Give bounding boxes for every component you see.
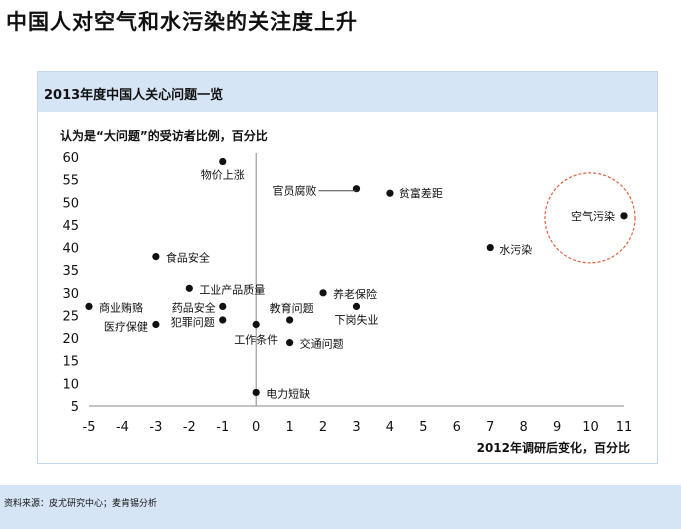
data-point — [152, 320, 160, 329]
point-label: 工业产品质量 — [199, 282, 265, 296]
x-tick-label: 11 — [616, 420, 633, 435]
data-point — [352, 185, 361, 193]
point-label: 药品安全 — [172, 300, 216, 314]
point-label: 医疗保健 — [104, 320, 148, 334]
y-tick-label: 60 — [62, 151, 79, 166]
x-tick-label: 9 — [553, 420, 561, 435]
y-tick-label: 35 — [62, 264, 79, 279]
data-point — [85, 302, 93, 310]
point-label: 贫富差距 — [399, 186, 443, 200]
data-point — [252, 388, 260, 397]
y-tick-label: 10 — [62, 377, 79, 392]
point-label: 食品安全 — [166, 251, 210, 265]
panel-title: 2013年度中国人关心问题一览 — [44, 88, 224, 103]
data-point — [219, 302, 227, 310]
x-tick-label: 10 — [582, 420, 599, 435]
x-tick-label: 0 — [252, 420, 260, 435]
data-point — [352, 302, 361, 310]
data-point — [286, 316, 294, 324]
point-label: 教育问题 — [270, 301, 314, 315]
point-label: 物价上涨 — [201, 168, 245, 182]
y-tick-label: 40 — [62, 242, 79, 257]
y-tick-label: 20 — [62, 332, 79, 347]
point-label: 电力短缺 — [266, 386, 310, 400]
data-point — [185, 284, 193, 292]
panel-header: 2013年度中国人关心问题一览 — [38, 72, 657, 112]
data-point — [219, 316, 227, 324]
point-label: 水污染 — [499, 243, 532, 257]
data-point — [219, 157, 227, 166]
chart-panel: 2013年度中国人关心问题一览 — [37, 71, 658, 464]
point-label: 养老保险 — [333, 287, 377, 301]
data-point — [319, 289, 327, 297]
point-label: 工作条件 — [234, 333, 278, 347]
point-label: 下岗失业 — [335, 313, 379, 326]
y-tick-label: 45 — [62, 219, 79, 234]
point-label: 犯罪问题 — [171, 316, 215, 329]
x-tick-label: -5 — [83, 420, 96, 435]
point-label: 官员腐败 — [273, 184, 317, 198]
x-tick-label: 5 — [419, 420, 427, 435]
y-tick-label: 5 — [71, 400, 79, 415]
data-point — [486, 243, 494, 252]
x-tick-label: 1 — [285, 420, 293, 435]
data-point — [386, 189, 394, 197]
point-label: 交通问题 — [300, 337, 344, 351]
x-tick-label: -4 — [116, 420, 129, 435]
point-label: 商业贿赂 — [99, 300, 143, 314]
x-tick-label: -1 — [216, 420, 229, 435]
data-point — [152, 253, 160, 261]
y-axis-label: 认为是“大问题”的受访者比例，百分比 — [60, 128, 268, 143]
x-tick-label: 3 — [352, 420, 360, 435]
x-tick-label: 4 — [386, 420, 394, 435]
data-point — [252, 320, 260, 329]
footer: 资料来源：皮尤研究中心；麦肯锡分析 — [0, 485, 681, 529]
axes: -5 -4 -3 -2 -1 0 1 2 3 4 5 6 7 8 9 10 115101520253035404… — [62, 151, 632, 435]
x-tick-label: 8 — [520, 420, 528, 435]
y-tick-label: 50 — [62, 196, 79, 211]
y-tick-label: 25 — [62, 309, 79, 324]
x-axis-label: 2012年调研后变化，百分比 — [477, 440, 630, 455]
y-tick-label: 15 — [62, 355, 79, 370]
data-point — [286, 339, 294, 347]
x-tick-label: 6 — [453, 420, 461, 435]
data-point — [620, 212, 628, 220]
y-tick-label: 30 — [62, 287, 79, 302]
page-title: 中国人对空气和水污染的关注度上升 — [6, 9, 358, 34]
y-tick-label: 55 — [62, 174, 79, 189]
highlight-circle — [544, 172, 636, 264]
point-label: 空气污染 — [571, 209, 615, 223]
x-tick-label: -2 — [183, 420, 196, 435]
source-note: 资料来源：皮尤研究中心；麦肯锡分析 — [4, 499, 158, 509]
x-tick-label: 7 — [486, 420, 494, 435]
x-tick-label: -3 — [149, 420, 162, 435]
x-tick-label: 2 — [319, 420, 327, 435]
